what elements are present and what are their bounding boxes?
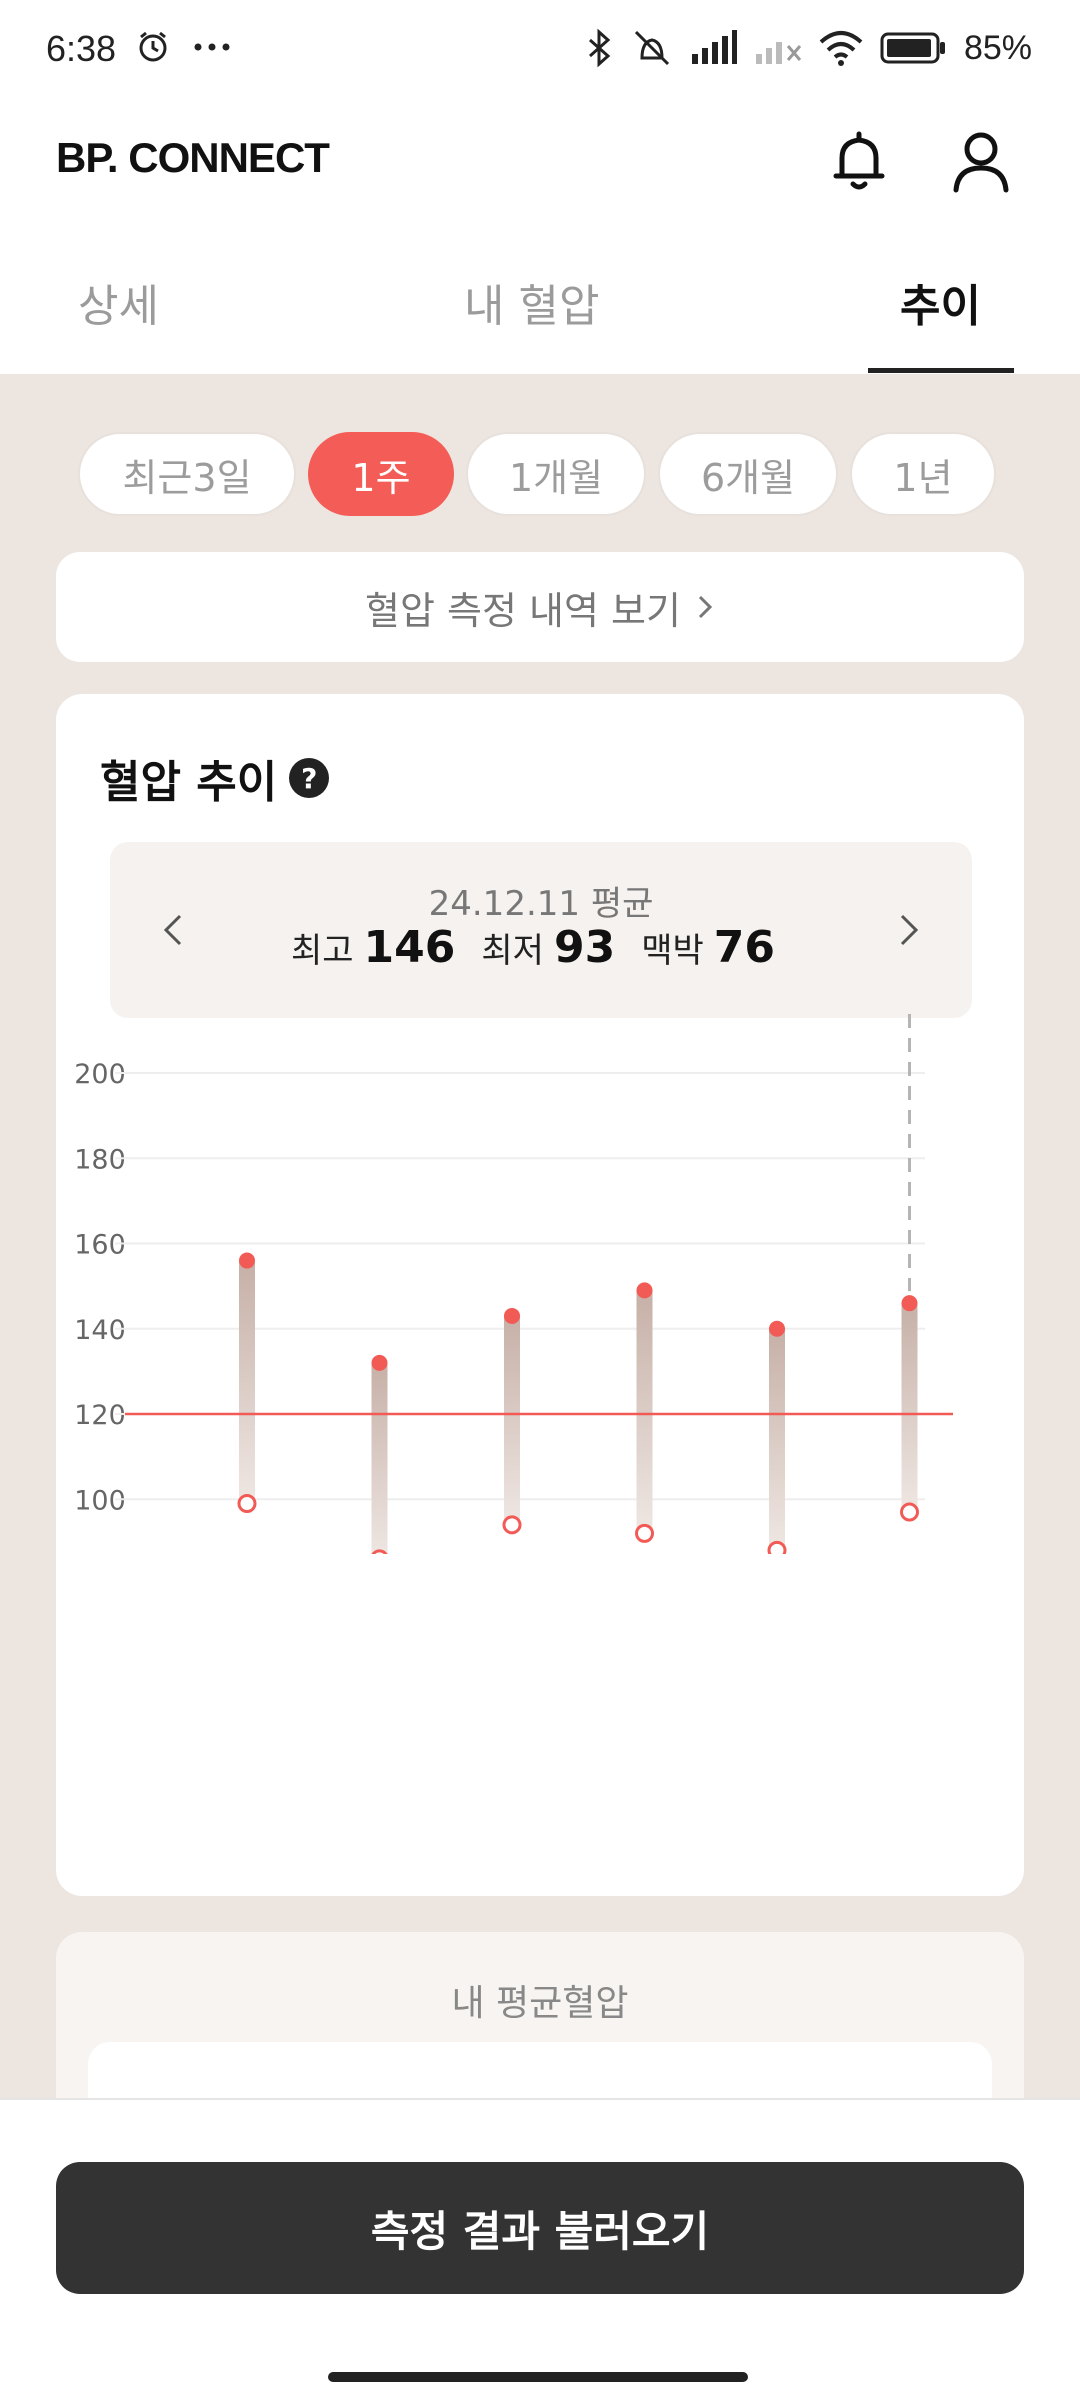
systolic-point (504, 1307, 520, 1324)
period-6months[interactable]: 6개월 (658, 432, 838, 516)
help-icon[interactable]: ? (289, 758, 330, 798)
bluetooth-icon (588, 28, 611, 68)
bell-icon[interactable] (824, 126, 894, 196)
bp-range-bar (901, 1303, 918, 1513)
bp-history-link[interactable]: 혈압 측정 내역 보기 (56, 552, 1024, 662)
vibrate-off-icon (634, 30, 669, 66)
profile-icon[interactable] (946, 126, 1016, 196)
bp-range-bar (636, 1290, 653, 1534)
battery-icon (880, 32, 945, 64)
home-indicator[interactable] (328, 2372, 748, 2382)
systolic-point (901, 1295, 918, 1312)
my-average-card: 내 평균혈압 (56, 1932, 1024, 2098)
diastolic-point (237, 1494, 257, 1514)
pulse-value: 76 (713, 922, 775, 973)
chevron-right-icon (698, 595, 713, 619)
bp-range-bar (769, 1328, 785, 1551)
systolic-point (239, 1252, 255, 1269)
signal-off-icon (755, 42, 802, 64)
y-tick-label: 200 (74, 1059, 126, 1090)
y-tick-label: 120 (74, 1400, 126, 1431)
signal-icon (691, 30, 737, 64)
status-time: 6:38 (46, 28, 117, 69)
bp-range-bar (504, 1315, 520, 1525)
wifi-icon (819, 31, 863, 66)
battery-percent: 85% (963, 28, 1032, 67)
max-value: 146 (363, 922, 456, 973)
period-3days[interactable]: 최근3일 (78, 432, 296, 516)
tab-my-bp[interactable]: 내 혈압 (464, 281, 600, 332)
period-filter: 최근3일 1주 1개월 6개월 1년 (0, 432, 1080, 522)
summary-values: 최고 146 최저 93 맥박 76 (110, 922, 972, 973)
status-left-icons (136, 30, 232, 64)
systolic-point (636, 1282, 653, 1299)
period-1month[interactable]: 1개월 (466, 432, 646, 516)
min-value: 93 (553, 922, 616, 973)
y-tick-label: 100 (74, 1485, 126, 1516)
bottom-bar: 측정 결과 불러오기 (0, 2098, 1080, 2400)
diastolic-point (900, 1502, 919, 1522)
min-label: 최저 (481, 931, 544, 971)
daily-summary: 24.12.11 평균 최고 146 최저 93 맥박 76 (110, 842, 972, 1018)
y-tick-label: 160 (74, 1230, 126, 1261)
load-results-button[interactable]: 측정 결과 불러오기 (56, 2162, 1024, 2294)
bp-trend-card: 혈압 추이 ? 24.12.11 평균 최고 146 최저 93 맥박 76 (56, 694, 1024, 1896)
diastolic-point (635, 1523, 654, 1543)
status-right-icons: 85% (584, 28, 1032, 68)
average-title: 내 평균혈압 (451, 1983, 629, 2024)
chevron-right-icon[interactable] (888, 908, 928, 952)
app-header: BP. CONNECT (0, 100, 1080, 240)
period-1week[interactable]: 1주 (308, 432, 454, 516)
active-tab-indicator (868, 368, 1014, 373)
status-bar: 6:38 (0, 0, 1080, 100)
bp-range-bar (371, 1362, 388, 1554)
average-content (88, 2042, 992, 2098)
bp-range-bar (239, 1260, 255, 1504)
tab-detail[interactable]: 상세 (78, 281, 159, 332)
more-dots-icon (194, 43, 230, 51)
trend-title-text: 혈압 추이 (100, 757, 278, 808)
trend-title: 혈압 추이 ? (100, 746, 330, 810)
pulse-label: 맥박 (641, 931, 704, 971)
tab-trend[interactable]: 추이 (900, 281, 981, 332)
diastolic-point (502, 1515, 522, 1535)
y-tick-label: 180 (74, 1144, 126, 1175)
max-label: 최고 (290, 931, 354, 971)
trend-content: 최근3일 1주 1개월 6개월 1년 혈압 측정 내역 보기 혈압 추이 ? 2… (0, 374, 1080, 2098)
systolic-point (371, 1354, 388, 1371)
diastolic-point (767, 1540, 787, 1554)
alarm-icon (139, 31, 167, 62)
app-logo: BP. CONNECT (56, 134, 330, 181)
chevron-left-icon[interactable] (154, 908, 194, 952)
y-tick-label: 140 (74, 1315, 126, 1346)
summary-date: 24.12.11 평균 (428, 884, 654, 924)
period-1year[interactable]: 1년 (850, 432, 996, 516)
bp-trend-chart: 200180160140120100806040 12.0612.0712.08… (74, 1014, 953, 1554)
diastolic-point (371, 1549, 388, 1554)
systolic-point (769, 1320, 785, 1337)
main-tabs: 상세 내 혈압 추이 (0, 240, 1080, 374)
bp-history-label: 혈압 측정 내역 보기 (365, 588, 681, 633)
